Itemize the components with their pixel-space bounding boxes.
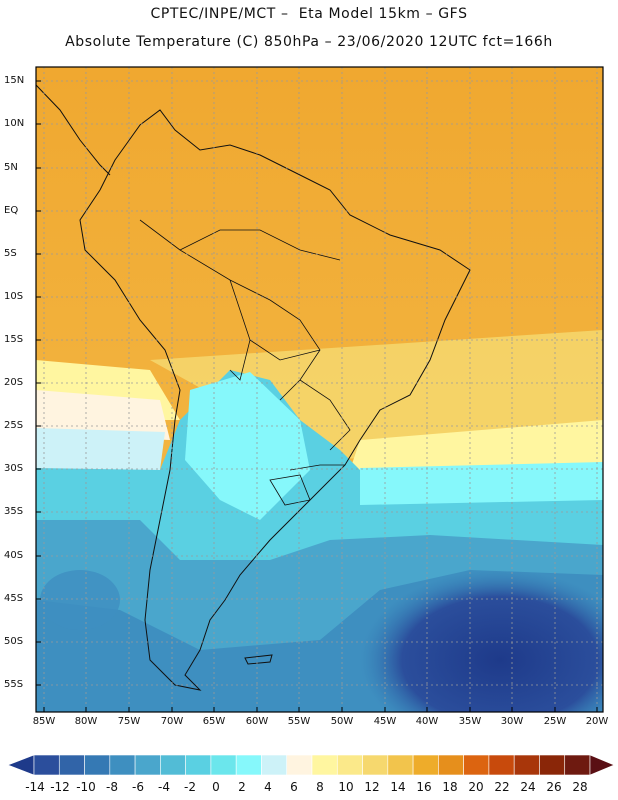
colorbar xyxy=(7,754,615,776)
lat-label-5n: 5N xyxy=(4,162,18,173)
lat-label-eq: EQ xyxy=(4,205,19,216)
lat-label-50s: 50S xyxy=(4,636,24,647)
colorbar-label: -2 xyxy=(184,780,196,794)
colorbar-swatch xyxy=(564,754,591,776)
lat-label-15n: 15N xyxy=(4,75,25,86)
colorbar-swatch xyxy=(387,754,414,776)
colorbar-label: -10 xyxy=(76,780,96,794)
colorbar-swatch xyxy=(261,754,288,776)
colorbar-swatch xyxy=(463,754,490,776)
lat-label-20s: 20S xyxy=(4,377,24,388)
lat-label-40s: 40S xyxy=(4,550,24,561)
colorbar-label: -6 xyxy=(132,780,144,794)
lon-label-50w: 50W xyxy=(330,716,354,727)
colorbar-swatch xyxy=(235,754,262,776)
colorbar-swatch xyxy=(412,754,439,776)
lon-label-55w: 55W xyxy=(287,716,311,727)
colorbar-swatch xyxy=(7,754,35,776)
map-frame xyxy=(35,66,604,713)
lat-label-15s: 15S xyxy=(4,334,24,345)
colorbar-label: -8 xyxy=(106,780,118,794)
coastline xyxy=(36,84,471,691)
colorbar-label: 22 xyxy=(494,780,510,794)
lat-label-35s: 35S xyxy=(4,506,24,517)
colorbar-label: 12 xyxy=(364,780,380,794)
lat-label-55s: 55S xyxy=(4,679,24,690)
colorbar-label: 10 xyxy=(338,780,354,794)
colorbar-swatch xyxy=(84,754,111,776)
colorbar-label: 26 xyxy=(546,780,562,794)
lon-label-80w: 80W xyxy=(74,716,98,727)
lon-label-70w: 70W xyxy=(160,716,184,727)
colorbar-swatch xyxy=(513,754,540,776)
colorbar-label: -12 xyxy=(50,780,70,794)
temperature-field xyxy=(36,67,603,712)
colorbar-swatch xyxy=(58,754,85,776)
colorbar-swatch xyxy=(33,754,60,776)
colorbar-label: -4 xyxy=(158,780,170,794)
colorbar-label: 20 xyxy=(468,780,484,794)
colorbar-label: 28 xyxy=(572,780,588,794)
colorbar-swatch xyxy=(539,754,566,776)
lon-label-20w: 20W xyxy=(585,716,609,727)
lat-label-30s: 30S xyxy=(4,463,24,474)
colorbar-label: 2 xyxy=(238,780,246,794)
lat-label-10n: 10N xyxy=(4,118,25,129)
falklands xyxy=(244,654,273,665)
country-borders xyxy=(139,219,351,506)
colorbar-swatch xyxy=(311,754,338,776)
colorbar-label: 0 xyxy=(212,780,220,794)
lon-label-40w: 40W xyxy=(415,716,439,727)
colorbar-label: -14 xyxy=(25,780,45,794)
lon-label-45w: 45W xyxy=(373,716,397,727)
lon-label-25w: 25W xyxy=(543,716,567,727)
chart-title: CPTEC/INPE/MCT – Eta Model 15km – GFS xyxy=(150,6,468,22)
lat-label-10s: 10S xyxy=(4,291,24,302)
colorbar-swatch xyxy=(134,754,161,776)
lat-label-45s: 45S xyxy=(4,593,24,604)
colorbar-swatch xyxy=(109,754,136,776)
colorbar-label: 4 xyxy=(264,780,272,794)
colorbar-swatch xyxy=(438,754,464,776)
colorbar-swatch xyxy=(336,754,363,776)
colorbar-label: 18 xyxy=(442,780,458,794)
colorbar-label: 16 xyxy=(416,780,432,794)
central-america-coastline xyxy=(36,84,111,176)
axis-ticks xyxy=(36,80,598,712)
lat-label-5s: 5S xyxy=(4,248,17,259)
colorbar-swatch xyxy=(488,754,515,776)
colorbar-swatch xyxy=(589,754,615,776)
colorbar-swatch xyxy=(362,754,389,776)
colorbar-swatch xyxy=(160,754,186,776)
colorbar-swatch xyxy=(185,754,212,776)
lon-label-85w: 85W xyxy=(32,716,56,727)
colorbar-label: 24 xyxy=(520,780,536,794)
lat-label-25s: 25S xyxy=(4,420,24,431)
colorbar-label: 8 xyxy=(316,780,324,794)
lon-label-75w: 75W xyxy=(117,716,141,727)
lon-label-35w: 35W xyxy=(458,716,482,727)
colorbar-swatch xyxy=(286,754,313,776)
chart-subtitle: Absolute Temperature (C) 850hPa – 23/06/… xyxy=(65,34,553,50)
lon-label-65w: 65W xyxy=(202,716,226,727)
colorbar-label: 14 xyxy=(390,780,406,794)
colorbar-label: 6 xyxy=(290,780,298,794)
lon-label-60w: 60W xyxy=(245,716,269,727)
lon-label-30w: 30W xyxy=(500,716,524,727)
colorbar-swatch xyxy=(210,754,237,776)
south-america-coastline xyxy=(79,109,471,691)
